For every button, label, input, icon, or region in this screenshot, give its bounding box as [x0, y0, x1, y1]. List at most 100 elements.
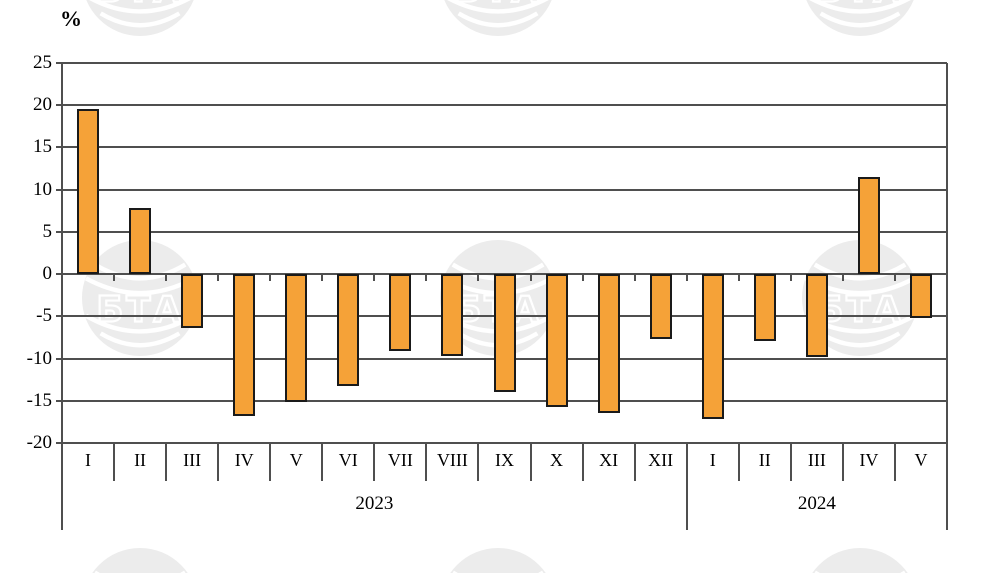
y-axis-tick — [56, 315, 62, 318]
bta-logo-watermark: БТА — [801, 547, 919, 573]
month-separator — [165, 444, 168, 481]
month-separator — [893, 444, 896, 481]
year-label: 2023 — [355, 493, 394, 514]
bta-logo-watermark: БТА — [439, 0, 557, 42]
month-separator — [113, 444, 116, 481]
bar — [285, 274, 308, 402]
zero-axis-tick — [477, 274, 480, 282]
bar — [493, 274, 516, 393]
y-axis-tick — [56, 146, 62, 149]
bta-logo-watermark: БТА — [81, 0, 199, 42]
month-label: VIII — [436, 450, 468, 470]
y-axis-unit-label: % — [60, 6, 82, 31]
zero-axis-tick — [61, 274, 63, 282]
bar — [389, 274, 412, 351]
globe-icon: БТА — [86, 0, 194, 36]
zero-axis-tick — [165, 274, 168, 282]
bta-logo-watermark: БТА — [801, 239, 919, 362]
gridline — [62, 230, 947, 233]
gridline — [62, 104, 947, 107]
y-axis-line — [61, 63, 63, 530]
month-label: XII — [648, 450, 674, 470]
bar — [337, 274, 360, 386]
zero-axis-tick — [685, 274, 688, 282]
month-label: I — [85, 450, 92, 470]
svg-text:БТА: БТА — [96, 0, 183, 11]
y-tick-label: 25 — [33, 52, 52, 73]
y-axis-tick — [56, 357, 62, 360]
month-separator — [373, 444, 376, 481]
y-axis-tick — [56, 104, 62, 107]
zero-axis-tick — [113, 274, 116, 282]
bar — [233, 274, 256, 416]
month-label: II — [758, 450, 771, 470]
y-tick-label: -15 — [26, 389, 52, 411]
y-tick-label: 20 — [33, 94, 52, 116]
globe-icon: БТА — [806, 0, 914, 36]
y-tick-label: -20 — [26, 432, 52, 453]
zero-axis-tick — [373, 274, 376, 282]
y-axis-tick — [56, 230, 62, 233]
svg-text:БТА: БТА — [816, 290, 903, 331]
month-separator — [425, 444, 428, 481]
month-label: I — [709, 450, 716, 470]
globe-icon: БТА — [92, 548, 188, 573]
y-tick-label: 0 — [42, 263, 53, 285]
y-axis-tick — [56, 188, 62, 191]
bar — [805, 274, 828, 357]
bar — [649, 274, 672, 340]
month-label: VII — [387, 450, 413, 470]
month-label: XI — [599, 450, 619, 470]
month-separator — [529, 444, 532, 481]
month-separator — [789, 444, 792, 481]
zero-axis-tick — [529, 274, 532, 282]
bta-logo-watermark: БТА — [81, 547, 199, 573]
month-separator — [321, 444, 324, 481]
month-separator — [477, 444, 480, 481]
month-label: IV — [234, 450, 254, 470]
month-separator — [581, 444, 584, 481]
svg-text:БТА: БТА — [96, 290, 183, 331]
y-axis-tick — [56, 62, 62, 64]
month-label: III — [807, 450, 826, 470]
month-label: X — [550, 450, 564, 470]
bar — [857, 177, 880, 275]
zero-axis-tick — [321, 274, 324, 282]
bar — [129, 208, 152, 275]
month-label: V — [914, 450, 928, 470]
bar — [909, 274, 932, 319]
bta-logo-watermark: БТА — [801, 0, 919, 42]
zero-axis-tick — [789, 274, 792, 282]
y-tick-label: -10 — [26, 347, 52, 369]
zero-axis-tick — [217, 274, 220, 282]
gridline — [62, 188, 947, 191]
zero-axis-tick — [893, 274, 896, 282]
month-separator — [633, 444, 636, 481]
zero-axis-tick — [737, 274, 740, 282]
month-label: II — [134, 450, 147, 470]
month-separator — [269, 444, 272, 481]
bar — [441, 274, 464, 357]
month-label: IV — [859, 450, 879, 470]
zero-axis-tick — [946, 274, 948, 282]
gridline — [62, 146, 947, 149]
bar — [77, 108, 100, 275]
month-separator — [737, 444, 740, 481]
zero-axis-tick — [425, 274, 428, 282]
y-axis-tick — [56, 442, 62, 444]
y-tick-label: -5 — [36, 305, 52, 327]
y-axis-tick — [56, 399, 62, 402]
y-tick-label: 15 — [33, 136, 52, 158]
y-tick-label: 5 — [42, 220, 53, 242]
bar — [597, 274, 620, 414]
year-label: 2024 — [797, 493, 836, 514]
zero-axis-tick — [581, 274, 584, 282]
bar — [701, 274, 724, 419]
globe-icon: БТА — [812, 548, 908, 573]
month-label: V — [289, 450, 303, 470]
zero-axis-tick — [633, 274, 636, 282]
globe-icon: БТА — [801, 239, 919, 357]
